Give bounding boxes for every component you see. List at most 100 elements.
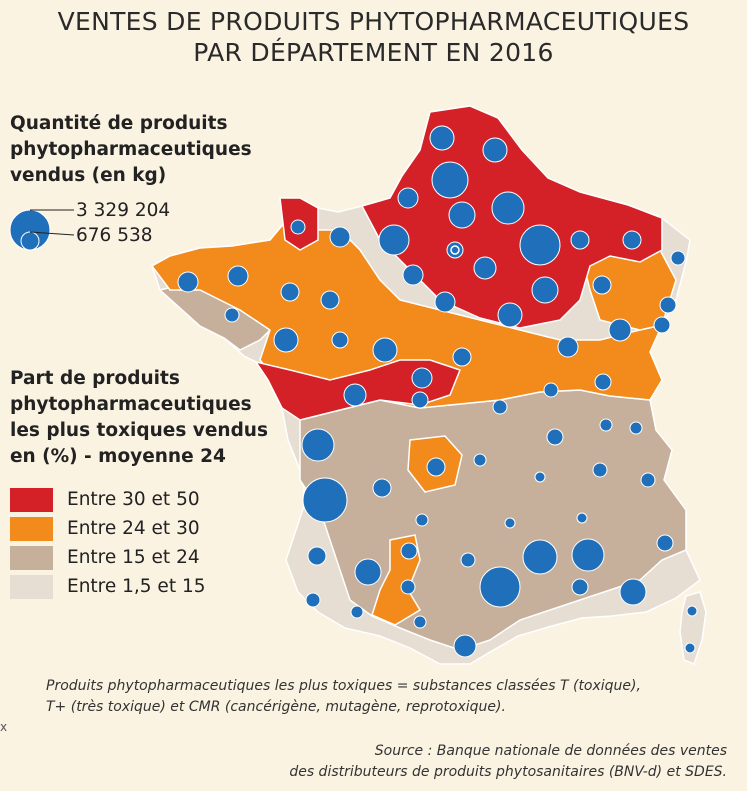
share-title-line-2: phytopharmaceutiques [10,394,252,415]
bubble [378,224,410,256]
legend-label: Entre 1,5 et 15 [67,576,206,597]
bubble [599,418,613,432]
bubble [531,276,559,304]
bubble [640,472,656,488]
share-legend-title: Part de produits phytopharmaceutiques le… [10,366,268,470]
bubble [400,579,416,595]
legend-bubble-min [20,231,40,251]
bubble [429,125,455,151]
title-line-1: VENTES DE PRODUITS PHYTOPHARMACEUTIQUES [57,7,690,36]
legend-row: Entre 24 et 30 [10,514,206,543]
bubble [491,191,525,225]
swatch-tan [10,545,53,570]
bubble [305,592,321,608]
share-title-line-3: les plus toxiques vendus [10,420,268,441]
paris-marker [450,245,460,255]
source-line-2: des distributeurs de produits phytosanit… [289,764,727,780]
legend-label: Entre 24 et 30 [67,518,200,539]
bubble [670,250,686,266]
bubble [415,513,429,527]
corsica [679,591,707,665]
bubble [576,512,588,524]
quantity-max-label: 3 329 204 [76,200,171,221]
bubble [594,373,612,391]
quantity-title-line-1: Quantité de produits [10,113,228,134]
legend-leader-min [29,231,75,236]
bubble [372,337,398,363]
bubble [224,307,240,323]
swatch-light [10,574,53,599]
quantity-min-label: 676 538 [76,225,153,246]
bubble [329,226,351,248]
bubble [411,391,429,409]
source-line-1: Source : Banque nationale de données des… [374,743,727,759]
bubble [653,316,671,334]
bubble [570,230,590,250]
bubble [619,578,647,606]
bubble [656,534,674,552]
bubble [522,539,558,575]
bubble [557,336,579,358]
bubble [519,224,561,266]
bubble [354,558,382,586]
bubble [608,318,632,342]
bubble [301,428,335,462]
bubble [273,327,299,353]
bubble [343,383,367,407]
corner-mark: x [0,720,8,734]
bubble [473,453,487,467]
swatch-orange [10,516,53,541]
bubble [482,137,508,163]
title-line-2: PAR DÉPARTEMENT EN 2016 [193,38,554,67]
quantity-legend-title: Quantité de produits phytopharmaceutique… [10,111,252,189]
map-title: VENTES DE PRODUITS PHYTOPHARMACEUTIQUES … [0,6,747,68]
bubble [350,605,364,619]
bubble [402,264,424,286]
bubble [534,471,546,483]
bubble [413,615,427,629]
note-line-1: Produits phytopharmaceutiques les plus t… [46,678,641,694]
bubble [686,605,698,617]
legend-label: Entre 30 et 50 [67,489,200,510]
bubble [492,399,508,415]
swatch-red [10,487,53,512]
bubble [302,477,348,523]
bubble [434,291,456,313]
bubble [177,271,199,293]
bubble [659,296,677,314]
bubble [400,542,418,560]
bubble [629,421,643,435]
definition-note: Produits phytopharmaceutiques les plus t… [46,676,641,718]
bubble [504,517,516,529]
bubble [460,552,476,568]
bubble [546,428,564,446]
bubble [320,290,340,310]
bubble [452,347,472,367]
bubble [479,566,521,608]
bubble [543,382,559,398]
bubble [280,282,300,302]
share-legend: Entre 30 et 50 Entre 24 et 30 Entre 15 e… [10,485,206,601]
bubble [497,302,523,328]
bubble [227,265,249,287]
bubble [331,331,349,349]
bubble [622,230,642,250]
quantity-title-line-2: phytopharmaceutiques [10,139,252,160]
bubble [307,546,327,566]
source-credit: Source : Banque nationale de données des… [289,741,727,783]
legend-row: Entre 15 et 24 [10,543,206,572]
bubble [426,457,446,477]
legend-row: Entre 30 et 50 [10,485,206,514]
bubble [473,256,497,280]
quantity-title-line-3: vendus (en kg) [10,165,167,186]
size-legend-bubbles [9,209,75,251]
bubble [446,241,464,259]
bubble [290,219,306,235]
legend-row: Entre 1,5 et 15 [10,572,206,601]
share-title-line-4: en (%) - moyenne 24 [10,446,226,467]
note-line-2: T+ (très toxique) et CMR (cancérigène, m… [46,699,506,715]
bubble [372,478,392,498]
department-bubbles [177,125,698,658]
bubble [397,187,419,209]
